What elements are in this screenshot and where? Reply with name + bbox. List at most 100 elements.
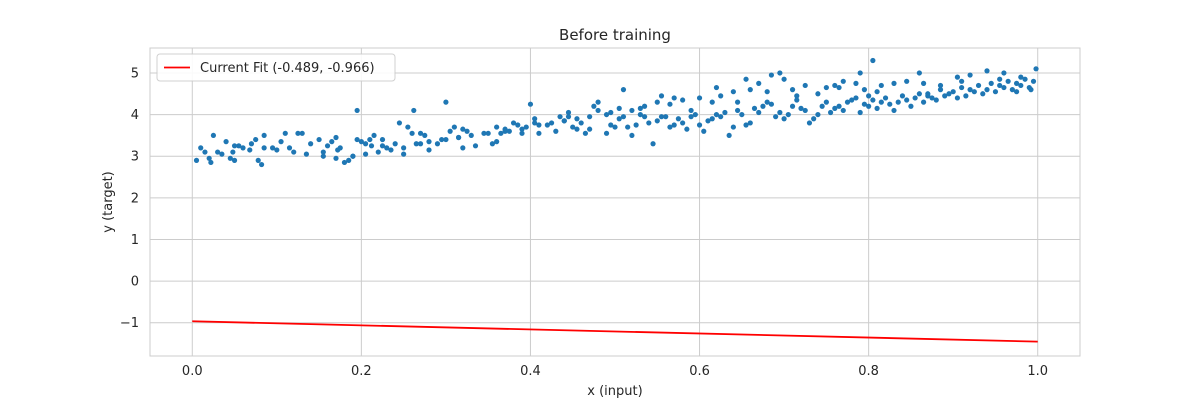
data-point [379,143,386,149]
data-point [870,97,876,103]
data-point [587,126,593,132]
data-point [696,95,703,101]
data-point [684,126,690,132]
data-point [291,149,297,155]
data-point [992,89,999,95]
data-point [713,111,720,118]
data-point [874,105,880,111]
data-point [789,103,796,109]
data-point [443,136,449,143]
data-point [574,126,580,132]
data-point [295,130,301,136]
data-point [1022,76,1028,82]
data-point [937,87,944,93]
data-point [734,107,741,114]
data-point [230,149,236,155]
data-point [798,105,804,111]
data-point [878,82,884,89]
data-point [506,128,512,134]
data-point [603,130,610,136]
data-point [747,120,753,126]
data-point [481,130,487,136]
data-point [1009,87,1015,93]
data-point [333,134,339,141]
data-point [929,95,935,101]
data-point [616,116,622,122]
data-point [942,93,948,99]
fit-line-layer [192,320,1038,343]
data-point [324,143,331,149]
data-point [836,103,842,109]
data-point [764,99,770,105]
data-point [802,82,808,89]
plot-frame [149,47,1081,357]
data-point [608,122,614,128]
data-point [739,111,745,118]
data-point [350,153,356,159]
data-point [654,118,660,124]
data-point [667,124,673,130]
y-axis-label: y (target) [101,171,116,233]
data-point [734,99,741,105]
data-point [1030,78,1037,84]
data-point [1001,70,1007,76]
data-point [675,116,682,122]
data-point [743,122,749,128]
data-point [248,141,255,147]
data-point [671,95,677,101]
data-point [916,91,922,97]
data-point [806,120,813,126]
data-point [823,99,829,105]
data-point [680,97,686,103]
data-point [299,130,305,136]
data-point [946,91,952,97]
data-point [641,114,648,120]
data-point [794,97,800,103]
data-point [840,78,846,84]
data-point [574,116,580,122]
data-point [718,114,724,120]
data-point [815,111,821,118]
data-point [866,93,872,99]
data-point [641,103,648,109]
data-point [595,107,601,114]
data-point [751,105,758,111]
legend: Current Fit (-0.489, -0.966) [156,53,396,82]
data-point [367,136,373,143]
data-point [709,99,715,105]
data-point [916,70,922,76]
data-point [392,141,398,147]
y-tick-label: 5 [131,66,139,81]
data-point [527,101,534,107]
data-point [274,147,280,153]
data-point [240,145,246,151]
data-point [620,87,627,93]
data-point [358,139,364,145]
data-point [823,84,829,91]
data-point [959,84,965,91]
data-point [269,145,276,151]
fit-line [192,320,1038,343]
data-point [743,76,749,82]
data-point [612,124,618,130]
legend-label-current-fit: Current Fit (-0.489, -0.966) [200,61,375,76]
data-point [278,139,284,145]
y-tick-label: 0 [131,275,139,290]
data-point [997,82,1003,89]
data-point [468,132,474,139]
data-point [447,128,453,134]
data-point [371,132,377,139]
chart-title: Before training [559,26,671,44]
data-point [781,116,787,122]
data-point [443,99,449,105]
data-point [709,116,715,122]
data-point [426,147,432,153]
data-point [215,149,221,155]
data-point [997,76,1003,82]
data-point [1001,84,1007,91]
data-point [502,128,508,134]
data-point [608,109,614,116]
data-point [844,99,851,105]
data-point [756,109,762,116]
data-point [895,99,901,105]
